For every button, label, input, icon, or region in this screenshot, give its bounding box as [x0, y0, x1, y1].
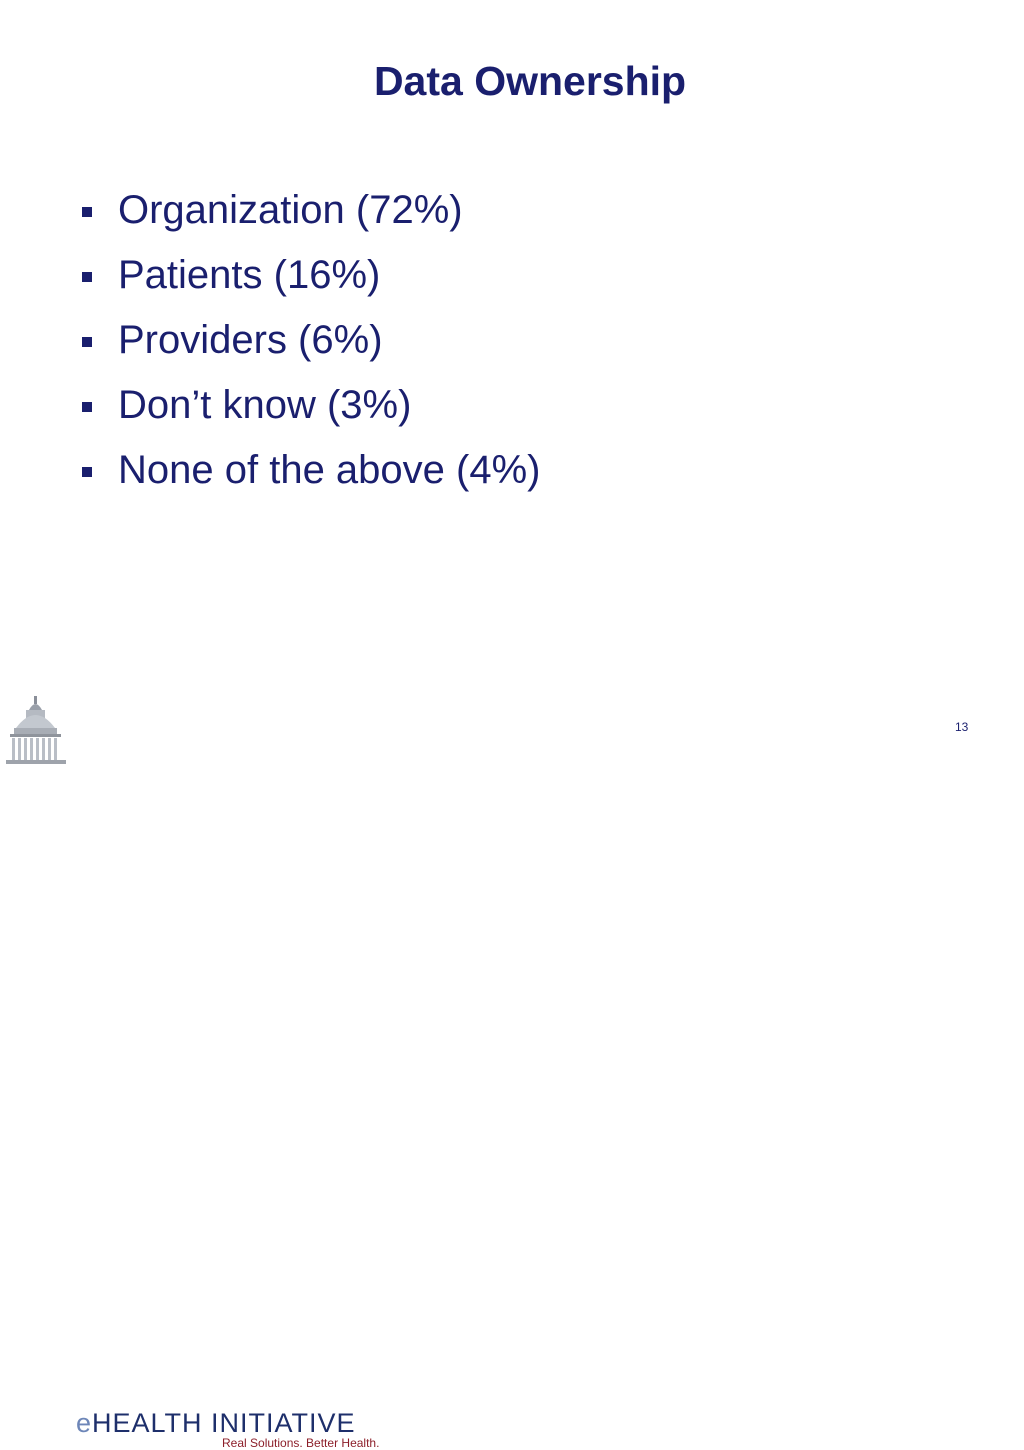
bullet-item: None of the above (4%): [82, 438, 540, 503]
logo-name: HEALTH INITIATIVE: [92, 1408, 356, 1438]
square-bullet-icon: [82, 206, 92, 217]
square-bullet-icon: [82, 271, 92, 282]
bullet-item: Don’t know (3%): [82, 373, 540, 438]
ehealth-initiative-logo: eHEALTH INITIATIVE Real Solutions. Bette…: [0, 688, 400, 1450]
bullet-list: Organization (72%) Patients (16%) Provid…: [82, 178, 540, 503]
bullet-item: Patients (16%): [82, 243, 540, 308]
bullet-item: Organization (72%): [82, 178, 540, 243]
bullet-text: Providers (6%): [118, 318, 383, 362]
logo-tagline: Real Solutions. Better Health.: [222, 1436, 380, 1450]
square-bullet-icon: [82, 466, 92, 477]
capitol-dome-icon: [6, 696, 66, 764]
slide-title: Data Ownership: [373, 58, 687, 104]
bullet-text: Organization (72%): [118, 188, 463, 232]
logo-wordmark: eHEALTH INITIATIVE: [76, 1409, 356, 1437]
square-bullet-icon: [82, 336, 92, 347]
logo-prefix: e: [76, 1408, 93, 1438]
page-number: 13: [955, 720, 969, 734]
bullet-text: Patients (16%): [118, 253, 381, 297]
bullet-text: None of the above (4%): [118, 448, 541, 492]
square-bullet-icon: [82, 401, 92, 412]
bullet-text: Don’t know (3%): [118, 383, 412, 427]
bullet-item: Providers (6%): [82, 308, 540, 373]
